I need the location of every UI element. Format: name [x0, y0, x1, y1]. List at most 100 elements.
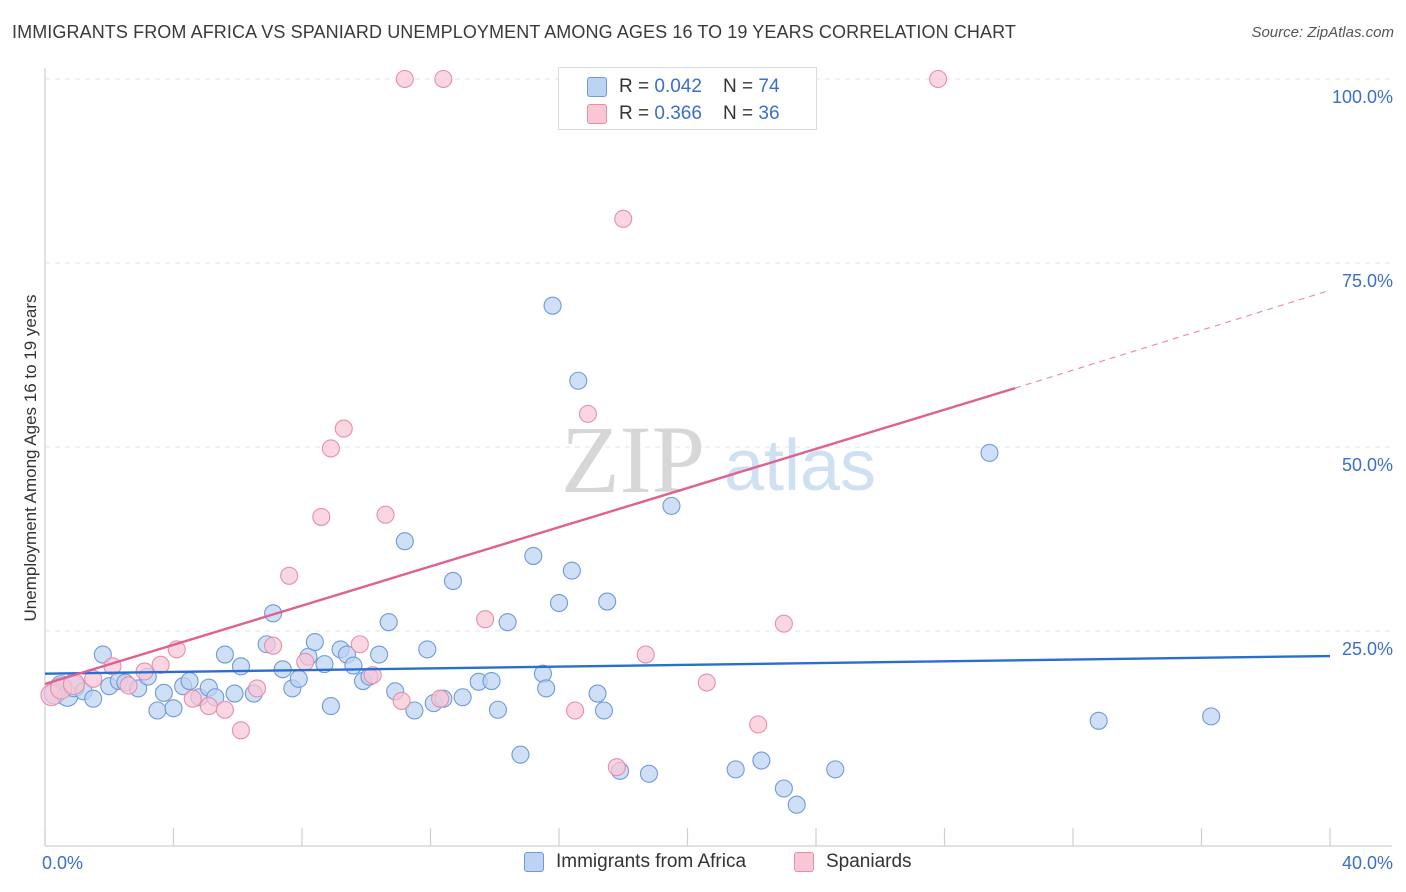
- spaniards-point-16: [296, 652, 315, 671]
- series-immigrants-points: [43, 296, 1221, 814]
- correlation-legend: R = 0.042 N = 74 R = 0.366 N = 36: [558, 67, 817, 130]
- spaniards-point-32: [636, 645, 655, 664]
- immigrants-point-55: [537, 679, 556, 698]
- immigrants-point-31: [315, 655, 334, 674]
- y-tick-label-50: 50.0%: [1342, 455, 1393, 475]
- immigrants-point-68: [774, 779, 793, 798]
- immigrants-point-14: [164, 699, 183, 718]
- spaniards-point-20: [350, 635, 369, 654]
- spaniards-point-14: [264, 636, 283, 655]
- immigrants-point-57: [549, 593, 569, 613]
- immigrants-point-58: [562, 561, 581, 580]
- spaniards-point-33: [697, 673, 716, 692]
- legend-n-value-2: 36: [758, 103, 780, 124]
- source-label: Source: ZipAtlas.com: [1251, 24, 1394, 41]
- legend-r-value-2: 0.366: [654, 103, 702, 124]
- spaniards-point-9: [183, 689, 202, 708]
- spaniards-point-24: [431, 689, 450, 708]
- immigrants-point-30: [305, 632, 324, 652]
- spaniards-point-5: [119, 676, 138, 695]
- gridlines: [45, 78, 1392, 632]
- immigrants-point-43: [418, 640, 437, 659]
- spaniards-point-10: [199, 697, 218, 716]
- spaniards-point-34: [774, 614, 793, 633]
- immigrants-point-71: [980, 443, 999, 462]
- series-spaniards-points: [40, 69, 948, 777]
- immigrants-point-64: [639, 764, 659, 783]
- spaniards-point-31: [614, 209, 633, 228]
- immigrants-point-66: [726, 760, 745, 779]
- immigrants-point-21: [225, 684, 244, 703]
- spaniards-point-30: [929, 69, 948, 89]
- spaniards-point-18: [321, 439, 340, 458]
- spaniards-point-26: [566, 701, 585, 720]
- y-tick-label-100: 100.0%: [1332, 87, 1393, 107]
- legend-swatch-pink: [587, 104, 607, 124]
- y-axis-label: Unemployment Among Ages 16 to 19 years: [21, 295, 40, 622]
- immigrants-point-67: [752, 751, 771, 770]
- immigrants-point-22: [231, 657, 251, 676]
- trend-lines: [44, 289, 1331, 686]
- immigrants-point-32: [321, 697, 340, 716]
- immigrants-point-69: [787, 795, 806, 814]
- immigrants-point-73: [1202, 707, 1221, 726]
- immigrants-point-16: [180, 671, 199, 691]
- spaniards-point-25: [476, 610, 495, 629]
- spaniards-point-36: [607, 758, 626, 777]
- legend-swatch-immigrants: [524, 852, 544, 872]
- immigrants-point-51: [498, 613, 517, 632]
- tick-labels: 25.0% 50.0% 75.0% 100.0% 0.0% 40.0%: [42, 87, 1393, 873]
- watermark: ZIP atlas: [561, 406, 876, 513]
- immigrants-point-38: [370, 645, 389, 664]
- immigrants-point-62: [598, 592, 617, 611]
- immigrants-point-42: [405, 701, 424, 720]
- spaniards-point-22: [376, 505, 395, 524]
- immigrants-point-12: [148, 701, 167, 720]
- immigrants-point-28: [289, 669, 308, 688]
- spaniards-point-29: [434, 69, 453, 89]
- trend-line-spaniards-extension: [1014, 289, 1331, 389]
- legend-r-label-1: R =: [619, 76, 655, 97]
- immigrants-point-59: [569, 371, 588, 390]
- immigrants-point-35: [344, 656, 363, 675]
- immigrants-point-50: [488, 700, 508, 719]
- legend-n-label-2: N =: [723, 103, 759, 124]
- legend-item-spaniards[interactable]: Spaniards: [794, 851, 912, 873]
- immigrants-point-56: [543, 296, 562, 315]
- spaniards-point-21: [363, 666, 382, 685]
- immigrants-point-72: [1089, 711, 1108, 730]
- immigrants-point-49: [482, 671, 501, 691]
- immigrants-point-52: [511, 745, 530, 764]
- spaniards-point-28: [395, 69, 414, 89]
- spaniards-point-19: [334, 419, 353, 438]
- legend-r-value-1: 0.042: [654, 76, 702, 97]
- legend-r-label-2: R =: [619, 103, 655, 124]
- spaniards-point-27: [578, 404, 597, 423]
- legend-swatch-blue: [587, 77, 607, 97]
- chart-title: IMMIGRANTS FROM AFRICA VS SPANIARD UNEMP…: [12, 22, 1016, 42]
- y-tick-label-75: 75.0%: [1342, 271, 1393, 291]
- x-tick-label-min: 0.0%: [42, 853, 83, 873]
- immigrants-point-6: [93, 645, 112, 664]
- immigrants-point-41: [395, 532, 414, 551]
- axes: [44, 68, 1392, 847]
- x-tick-label-max: 40.0%: [1342, 853, 1393, 873]
- immigrants-point-65: [662, 496, 681, 515]
- immigrants-point-46: [443, 571, 463, 591]
- immigrants-point-47: [453, 688, 472, 707]
- immigrants-point-61: [594, 701, 614, 720]
- immigrants-point-60: [588, 684, 607, 703]
- spaniards-point-12: [231, 721, 251, 740]
- spaniards-point-35: [749, 715, 768, 734]
- spaniards-point-7: [151, 655, 170, 674]
- spaniards-point-23: [392, 691, 411, 710]
- trend-line-immigrants: [44, 654, 1331, 675]
- immigrants-point-53: [524, 546, 543, 565]
- legend-swatch-spaniards: [794, 852, 814, 872]
- watermark-zip: ZIP: [561, 406, 705, 513]
- legend-item-immigrants[interactable]: Immigrants from Africa: [524, 851, 746, 873]
- legend-label-spaniards: Spaniards: [826, 851, 912, 872]
- immigrants-point-70: [826, 760, 845, 779]
- immigrants-point-13: [154, 683, 173, 702]
